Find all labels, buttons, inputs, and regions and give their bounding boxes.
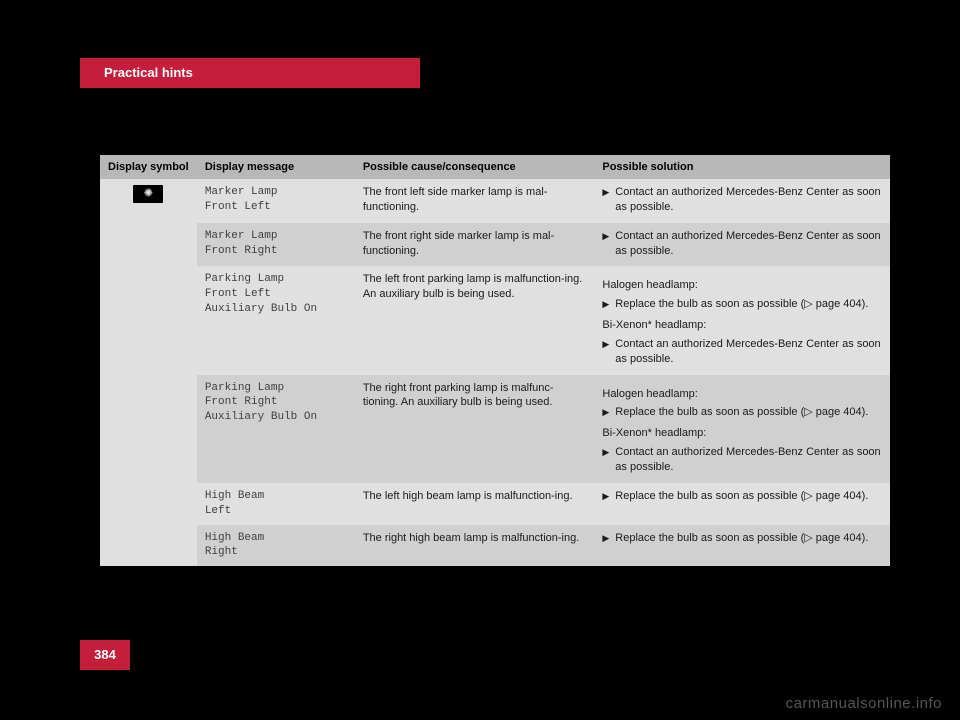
headlamp-type-label: Halogen headlamp:	[602, 278, 882, 293]
col-header-cause: Possible cause/consequence	[355, 155, 595, 179]
display-message-cell: High Beam Left	[197, 483, 355, 525]
bullet-arrow-icon: ▶	[602, 446, 609, 458]
bullet-arrow-icon: ▶	[602, 186, 609, 198]
solution-cell: Halogen headlamp: ▶ Replace the bulb as so…	[594, 375, 890, 483]
display-message-cell: Parking Lamp Front Left Auxiliary Bulb O…	[197, 266, 355, 374]
page-reference: (▷ page 404).	[801, 298, 869, 310]
col-header-message: Display message	[197, 155, 355, 179]
bullet-arrow-icon: ▶	[602, 406, 609, 418]
page-reference: (▷ page 404).	[801, 490, 869, 502]
headlamp-type-label: Bi-Xenon* headlamp:	[602, 318, 882, 333]
section-header: Practical hints	[80, 58, 420, 88]
col-header-solution: Possible solution	[594, 155, 890, 179]
solution-text: Replace the bulb as soon as possible (▷ …	[615, 531, 882, 546]
solution-text: Contact an authorized Mercedes-Benz Cent…	[615, 229, 882, 259]
cause-cell: The left front parking lamp is malfuncti…	[355, 266, 595, 374]
table-row: Parking Lamp Front Right Auxiliary Bulb …	[100, 375, 890, 483]
display-message-cell: Marker Lamp Front Left	[197, 179, 355, 223]
solution-cell: ▶ Replace the bulb as soon as possible (▷…	[594, 483, 890, 525]
cause-cell: The front left side marker lamp is mal-f…	[355, 179, 595, 223]
table-row: Parking Lamp Front Left Auxiliary Bulb O…	[100, 266, 890, 374]
watermark: carmanualsonline.info	[786, 695, 942, 712]
solution-text: Replace the bulb as soon as possible (▷ …	[615, 297, 882, 312]
display-message-cell: Parking Lamp Front Right Auxiliary Bulb …	[197, 375, 355, 483]
table-row: Marker Lamp Front RightThe front right s…	[100, 223, 890, 267]
headlamp-type-label: Bi-Xenon* headlamp:	[602, 426, 882, 441]
solution-text: Replace the bulb as soon as possible (▷ …	[615, 405, 882, 420]
cause-cell: The left high beam lamp is malfunction-i…	[355, 483, 595, 525]
cause-cell: The right high beam lamp is malfunction-…	[355, 525, 595, 567]
diagnostics-table: Display symbol Display message Possible …	[100, 155, 890, 566]
solution-cell: ▶ Replace the bulb as soon as possible (▷…	[594, 525, 890, 567]
lamp-warning-icon	[133, 185, 163, 203]
solution-cell: ▶ Contact an authorized Mercedes-Benz Cen…	[594, 179, 890, 223]
diagnostics-table-container: Display symbol Display message Possible …	[100, 155, 890, 566]
display-message-cell: High Beam Right	[197, 525, 355, 567]
bullet-arrow-icon: ▶	[602, 298, 609, 310]
page-reference: (▷ page 404).	[801, 532, 869, 544]
col-header-symbol: Display symbol	[100, 155, 197, 179]
solution-text: Contact an authorized Mercedes-Benz Cent…	[615, 185, 882, 215]
cause-cell: The right front parking lamp is malfunc-…	[355, 375, 595, 483]
solution-text: Replace the bulb as soon as possible (▷ …	[615, 489, 882, 504]
page-reference: (▷ page 404).	[801, 406, 869, 418]
display-symbol-cell	[100, 179, 197, 566]
table-row: High Beam RightThe right high beam lamp …	[100, 525, 890, 567]
bullet-arrow-icon: ▶	[602, 490, 609, 502]
cause-cell: The front right side marker lamp is mal-…	[355, 223, 595, 267]
page-number: 384	[80, 640, 130, 670]
display-message-cell: Marker Lamp Front Right	[197, 223, 355, 267]
bullet-arrow-icon: ▶	[602, 338, 609, 350]
solution-cell: Halogen headlamp: ▶ Replace the bulb as so…	[594, 266, 890, 374]
table-row: High Beam LeftThe left high beam lamp is…	[100, 483, 890, 525]
bullet-arrow-icon: ▶	[602, 532, 609, 544]
bullet-arrow-icon: ▶	[602, 230, 609, 242]
solution-text: Contact an authorized Mercedes-Benz Cent…	[615, 337, 882, 367]
solution-cell: ▶ Contact an authorized Mercedes-Benz Cen…	[594, 223, 890, 267]
table-row: Marker Lamp Front LeftThe front left sid…	[100, 179, 890, 223]
solution-text: Contact an authorized Mercedes-Benz Cent…	[615, 445, 882, 475]
headlamp-type-label: Halogen headlamp:	[602, 387, 882, 402]
